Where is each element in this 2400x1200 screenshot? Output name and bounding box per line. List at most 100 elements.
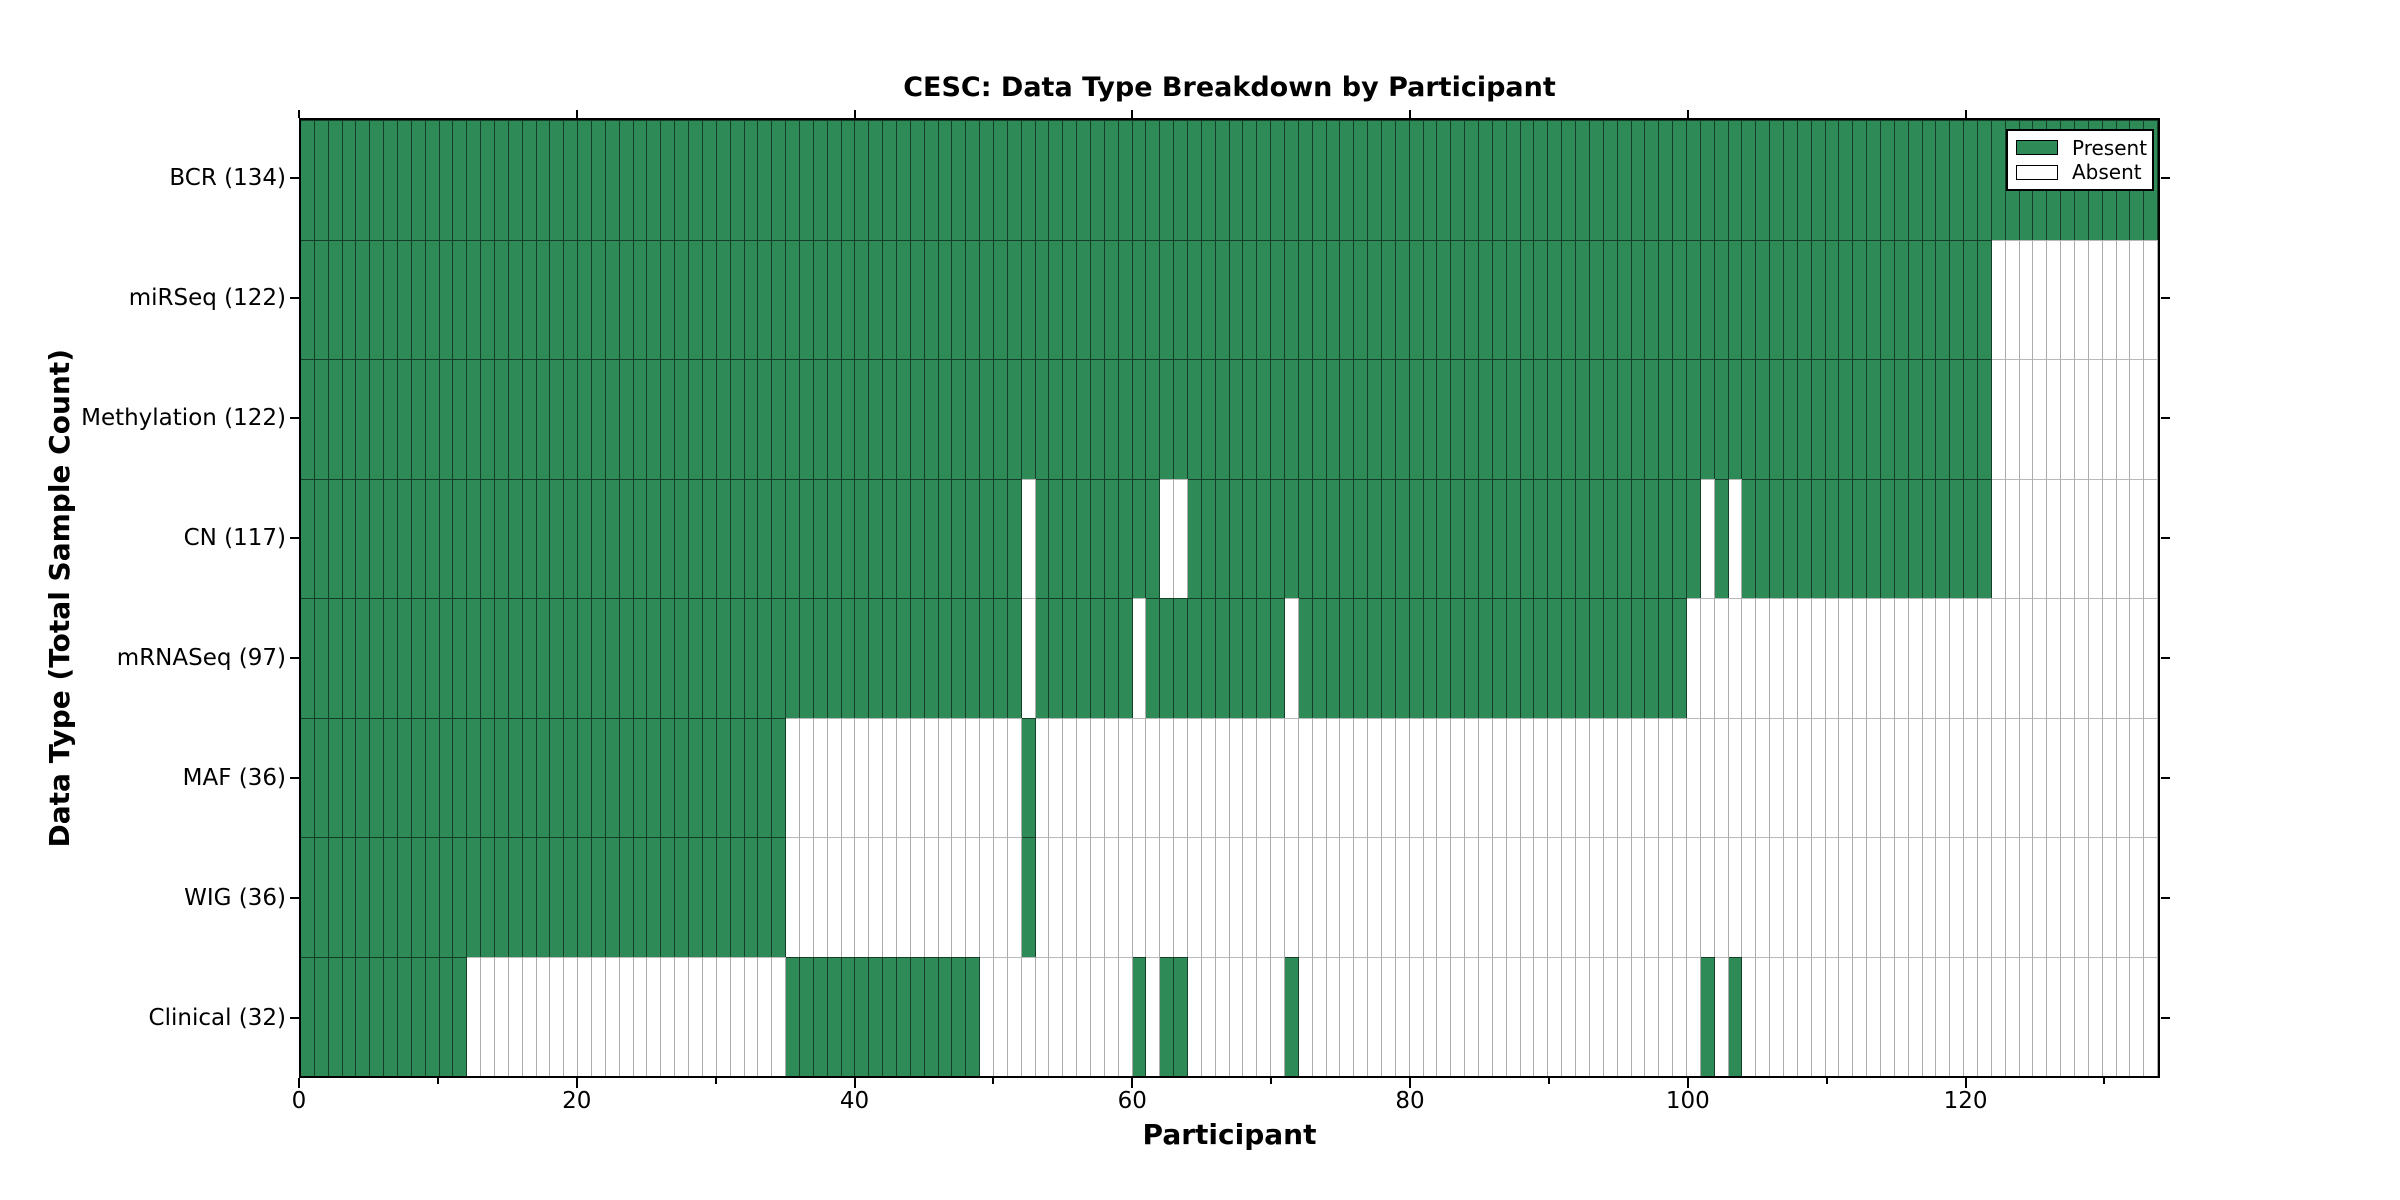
present-cell [952, 239, 967, 359]
present-cell [1007, 478, 1022, 598]
absent-cell [702, 956, 717, 1076]
present-cell [924, 956, 939, 1076]
present-cell [1534, 239, 1549, 359]
present-cell [1285, 239, 1299, 359]
absent-cell [2075, 837, 2089, 957]
absent-cell [1797, 837, 1812, 957]
absent-cell [1326, 956, 1341, 1076]
present-cell [1589, 120, 1604, 240]
present-cell [1770, 359, 1784, 479]
present-cell [522, 478, 537, 598]
present-cell [453, 717, 468, 837]
present-cell [564, 120, 579, 240]
present-cell [1922, 120, 1937, 240]
present-cell [1146, 359, 1161, 479]
present-cell [896, 120, 911, 240]
present-cell [328, 478, 343, 598]
absent-cell [786, 837, 800, 957]
present-cell [758, 837, 773, 957]
present-cell [910, 478, 925, 598]
present-cell [1243, 120, 1258, 240]
present-cell [661, 837, 676, 957]
absent-cell [1700, 598, 1715, 718]
present-cell [1756, 478, 1771, 598]
present-cell [1908, 239, 1923, 359]
absent-cell [1118, 837, 1133, 957]
present-cell [1492, 598, 1507, 718]
present-cell [398, 239, 412, 359]
present-cell [592, 478, 606, 598]
absent-cell [2102, 239, 2117, 359]
absent-cell [1215, 717, 1230, 837]
present-cell [1645, 478, 1660, 598]
present-cell [1797, 478, 1812, 598]
present-cell [536, 120, 551, 240]
absent-cell [2005, 478, 2020, 598]
present-cell [1770, 120, 1784, 240]
present-cell [772, 837, 787, 957]
present-cell [883, 598, 897, 718]
absent-cell [1797, 598, 1812, 718]
present-cell [1867, 239, 1881, 359]
present-cell [1631, 359, 1646, 479]
present-cell [384, 598, 399, 718]
present-cell [605, 239, 620, 359]
present-cell [1423, 239, 1438, 359]
present-cell [966, 239, 981, 359]
present-cell [1395, 598, 1410, 718]
absent-cell [716, 956, 731, 1076]
present-cell [1021, 120, 1036, 240]
absent-cell [980, 837, 994, 957]
present-cell [744, 239, 759, 359]
present-cell [1049, 598, 1064, 718]
present-cell [896, 359, 911, 479]
present-cell [841, 478, 856, 598]
present-cell [1880, 239, 1895, 359]
present-cell [619, 717, 634, 837]
present-cell [1770, 478, 1784, 598]
present-cell [1576, 359, 1590, 479]
present-cell [314, 359, 329, 479]
present-cell [1035, 598, 1050, 718]
absent-cell [1714, 837, 1729, 957]
present-cell [342, 956, 357, 1076]
present-cell [1964, 239, 1978, 359]
present-cell [356, 478, 371, 598]
present-cell [1853, 120, 1868, 240]
present-cell [1645, 239, 1660, 359]
present-cell [1090, 359, 1105, 479]
present-cell [855, 120, 870, 240]
present-cell [467, 717, 482, 837]
absent-cell [1548, 956, 1563, 1076]
present-cell [1312, 359, 1327, 479]
present-cell [453, 478, 468, 598]
absent-cell [896, 717, 911, 837]
present-cell [1257, 359, 1272, 479]
absent-cell [980, 717, 994, 837]
present-cell [841, 598, 856, 718]
present-cell [730, 837, 745, 957]
absent-cell [1146, 956, 1161, 1076]
present-cell [758, 359, 773, 479]
present-cell [647, 239, 662, 359]
present-cell [536, 478, 551, 598]
present-cell [1132, 120, 1147, 240]
present-cell [1021, 837, 1036, 957]
absent-cell [1007, 837, 1022, 957]
x-tick-minor [2103, 1078, 2106, 1084]
present-cell [564, 837, 579, 957]
present-cell [481, 359, 496, 479]
absent-cell [1867, 717, 1881, 837]
present-cell [328, 120, 343, 240]
absent-cell [1880, 598, 1895, 718]
absent-cell [2116, 239, 2131, 359]
absent-cell [1617, 717, 1632, 837]
present-cell [1049, 239, 1064, 359]
absent-cell [1991, 837, 2006, 957]
present-cell [1520, 598, 1535, 718]
present-cell [301, 837, 315, 957]
absent-cell [1908, 717, 1923, 837]
present-cell [1950, 120, 1965, 240]
absent-cell [2075, 478, 2089, 598]
absent-cell [1964, 598, 1978, 718]
